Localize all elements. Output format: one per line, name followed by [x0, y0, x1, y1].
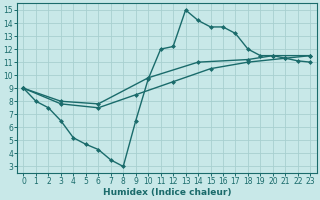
X-axis label: Humidex (Indice chaleur): Humidex (Indice chaleur) — [103, 188, 231, 197]
